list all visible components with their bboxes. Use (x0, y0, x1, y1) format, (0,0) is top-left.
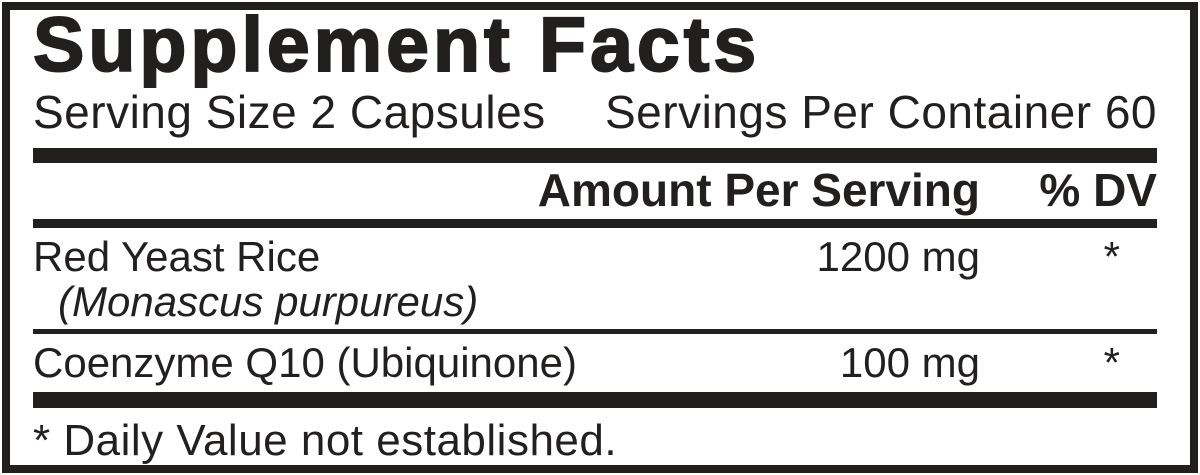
serving-info-row: Serving Size 2 Capsules Servings Per Con… (33, 88, 1157, 136)
facts-title: Supplement Facts (32, 2, 761, 88)
table-header-row: Amount Per Serving % DV (33, 164, 1157, 216)
nutrient-dv: * (1103, 233, 1120, 280)
nutrient-latin-name: (Monascus purpureus) (58, 278, 479, 325)
nutrient-name-block: Red Yeast Rice (Monascus purpureus) (33, 234, 680, 324)
row-divider (33, 329, 1157, 334)
header-rule (33, 219, 1157, 228)
daily-value-footnote: * Daily Value not established. (33, 416, 618, 465)
nutrient-name: Red Yeast Rice (33, 233, 321, 280)
percent-dv-header: % DV (1039, 164, 1157, 216)
nutrient-row-coenzyme-q10: Coenzyme Q10 (Ubiquinone) 100 mg * (33, 334, 1157, 388)
thick-rule-top (33, 148, 1157, 163)
nutrient-row-red-yeast-rice: Red Yeast Rice (Monascus purpureus) 1200… (33, 228, 1157, 329)
thick-rule-bottom (33, 392, 1157, 408)
servings-per-container: Servings Per Container 60 (604, 86, 1157, 138)
amount-per-serving-header: Amount Per Serving (537, 164, 980, 216)
nutrient-amount: 100 mg (839, 339, 980, 386)
nutrient-name: Coenzyme Q10 (Ubiquinone) (33, 339, 577, 386)
serving-size: Serving Size 2 Capsules (33, 86, 546, 138)
nutrient-amount: 1200 mg (816, 233, 980, 280)
nutrient-dv: * (1103, 339, 1120, 386)
